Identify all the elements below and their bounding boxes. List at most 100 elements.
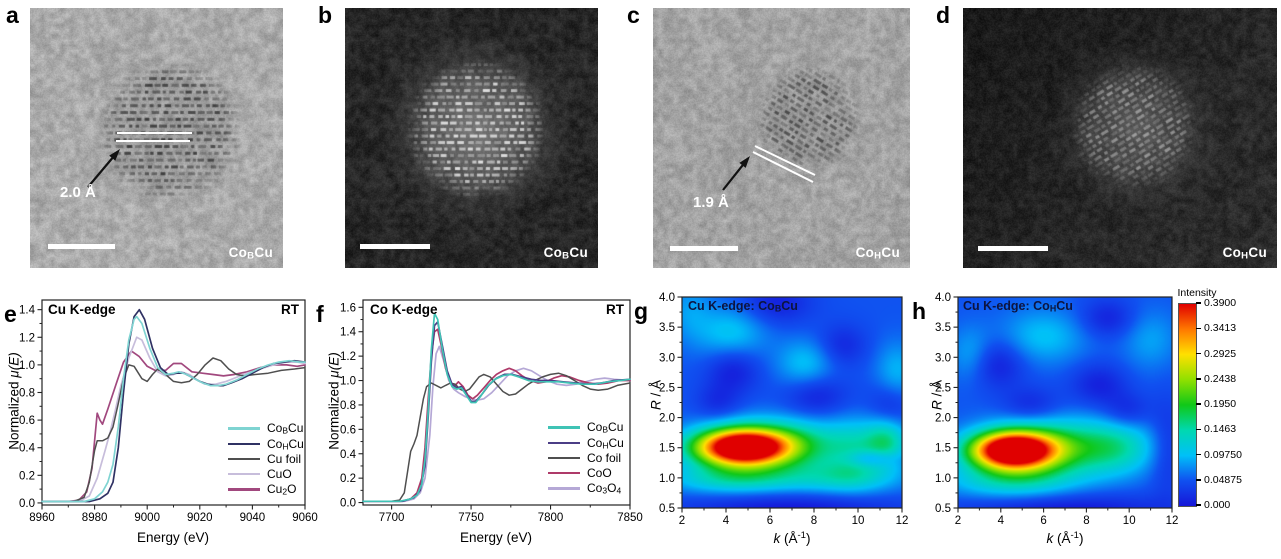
- x-tick-label: 8: [811, 515, 817, 527]
- plot-title-co-k-edge: Co K-edge: [370, 302, 438, 317]
- x-tick-label: 2: [679, 515, 685, 527]
- legend-line-swatch: [548, 487, 580, 490]
- legend: CoBCu CoHCu Cu foil CuO Cu2O: [228, 421, 304, 497]
- colorbar-tick-value: 0.04875: [1204, 473, 1242, 486]
- y-tick-label: 1.2: [340, 351, 356, 363]
- plot-corner-label-rt: RT: [281, 302, 299, 317]
- x-tick-label: 9040: [240, 512, 266, 524]
- particle-composition-label: CoBCu: [228, 245, 273, 262]
- colorbar-tick-value: 0.2438: [1204, 372, 1237, 385]
- wavelet-heatmap-cobcu: [682, 297, 902, 508]
- legend: CoBCu CoHCu Co foil CoO Co3O4: [548, 420, 624, 496]
- y-tick-label: 1.0: [340, 376, 356, 388]
- y-tick-label: 0.8: [19, 387, 35, 399]
- legend-line-swatch: [228, 488, 260, 491]
- y-tick-label: 0.6: [19, 415, 35, 427]
- particle-composition-label: CoHCu: [1222, 245, 1267, 262]
- x-tick-label: 6: [1040, 515, 1046, 527]
- x-tick-label: 12: [896, 515, 909, 527]
- legend-line-swatch: [228, 457, 260, 461]
- series-line: [362, 312, 631, 503]
- y-tick-label: 1.0: [19, 360, 35, 372]
- x-tick-label: 8960: [29, 512, 55, 524]
- legend-label: Cu2O: [267, 482, 297, 497]
- x-tick-label: 8980: [82, 512, 108, 524]
- colorbar-tick-mark: [1196, 504, 1201, 506]
- y-axis-label-normalized-mu: Normalized μ(E): [6, 352, 22, 450]
- panel-letter-b: b: [318, 2, 333, 28]
- colorbar-tick-mark: [1196, 403, 1201, 405]
- legend-item: CuO: [228, 467, 304, 482]
- y-tick-label: 0.2: [19, 470, 35, 482]
- colorbar-tick-value: 0.000: [1204, 499, 1231, 511]
- y-tick-label: 1.5: [935, 443, 951, 455]
- colorbar: [1178, 303, 1197, 507]
- y-tick-label: 1.4: [340, 327, 357, 339]
- plot-corner-label-rt: RT: [606, 302, 624, 317]
- y-axis-label-r: R / Å: [929, 379, 945, 411]
- colorbar-tick-mark: [1196, 453, 1201, 456]
- tem-canvas: [30, 8, 283, 268]
- heatmap-axes: 2 4 6 8 10 12 0.5 1.0 1.5 2.0 2.5 3.0 3.5 4.0: [659, 292, 909, 527]
- x-tick-label: 9060: [292, 512, 318, 524]
- legend-line-swatch: [548, 441, 580, 445]
- colorbar-tick-value: 0.3413: [1204, 322, 1237, 335]
- series-line: [362, 345, 631, 503]
- colorbar-tick-value: 0.1463: [1204, 423, 1237, 436]
- y-tick-label: 2.5: [935, 382, 951, 394]
- colorbar-tick-mark: [1196, 378, 1201, 380]
- y-tick-label: 1.5: [659, 443, 675, 455]
- legend-label: Co foil: [587, 450, 622, 465]
- scale-bar: [670, 246, 738, 251]
- colorbar-tick-value: 0.09750: [1204, 448, 1242, 461]
- legend-line-swatch: [228, 427, 260, 430]
- colorbar-tick-label: 0.000: [1196, 499, 1230, 511]
- y-tick-label: 0.4: [19, 443, 36, 455]
- wavelet-heatmap-cohcu: [958, 297, 1172, 508]
- x-tick-label: 10: [1123, 515, 1136, 527]
- tem-image-cobcu-brightfield: CoBCu 2.0 Å: [30, 8, 283, 268]
- x-tick-label: 9020: [187, 512, 213, 524]
- panel-letter-e: e: [4, 301, 17, 327]
- series-line: [362, 372, 631, 503]
- y-tick-label: 3.0: [935, 352, 951, 364]
- tem-canvas: [963, 8, 1277, 268]
- colorbar-tick-value: 0.2925: [1204, 347, 1237, 360]
- y-tick-label: 2.0: [935, 413, 951, 425]
- y-tick-label: 3.5: [659, 322, 675, 334]
- legend-item: Cu2O: [228, 482, 304, 497]
- x-tick-label: 2: [955, 515, 961, 527]
- y-tick-label: 1.6: [340, 302, 356, 314]
- colorbar-tick-label: 0.2925: [1196, 348, 1236, 360]
- y-tick-label: 2.5: [659, 382, 675, 394]
- legend-label: CoBCu: [267, 421, 304, 436]
- plot-title-cu-k-edge: Cu K-edge: [48, 302, 116, 317]
- x-tick-label: 9000: [134, 512, 160, 524]
- colorbar-tick-mark: [1196, 302, 1201, 304]
- panel-letter-c: c: [627, 2, 640, 28]
- legend-item: CoO: [548, 466, 624, 481]
- y-tick-label: 1.0: [659, 473, 675, 485]
- y-axis-label-r: R / Å: [648, 379, 664, 411]
- y-tick-label: 0.5: [659, 503, 675, 515]
- colorbar-tick-mark: [1196, 352, 1201, 355]
- legend-line-swatch: [228, 442, 260, 446]
- legend-label: CoO: [587, 466, 612, 481]
- y-tick-label: 1.0: [935, 473, 951, 485]
- legend-item: CoHCu: [548, 435, 624, 450]
- y-tick-label: 0.0: [19, 498, 35, 510]
- panel-letter-h: h: [912, 298, 927, 324]
- scale-bar: [48, 244, 115, 249]
- y-tick-label: 0.8: [340, 400, 356, 412]
- y-tick-label: 3.0: [659, 352, 675, 364]
- y-tick-label: 2.0: [659, 413, 675, 425]
- tem-canvas: [653, 8, 910, 268]
- tem-image-cohcu-darkfield: CoHCu: [963, 8, 1277, 268]
- tem-image-cobcu-darkfield: CoBCu: [345, 8, 598, 268]
- x-tick-label: 4: [998, 515, 1005, 527]
- legend-label: CoHCu: [587, 435, 624, 451]
- lattice-spacing-annotation: 2.0 Å: [60, 184, 96, 201]
- series-line: [41, 315, 306, 503]
- y-tick-label: 0.5: [935, 503, 951, 515]
